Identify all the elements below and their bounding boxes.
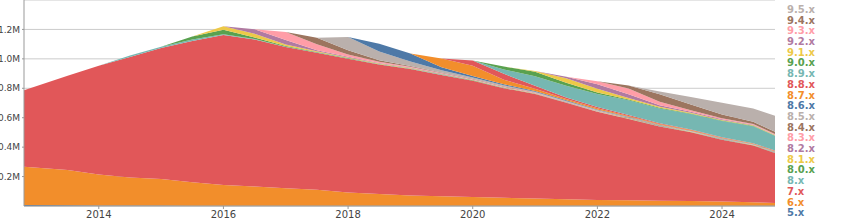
svg-text:2022: 2022 [585, 209, 610, 220]
html-text:8.7.x: 8.7.x [787, 89, 815, 101]
svg-text:2020: 2020 [460, 209, 485, 220]
html-text:9.0.x: 9.0.x [787, 57, 815, 69]
svg-text:0.4M: 0.4M [8, 142, 20, 152]
html-text:9.3.x: 9.3.x [787, 25, 815, 37]
html-text:8.2.x: 8.2.x [787, 143, 815, 155]
svg-text:0.6M: 0.6M [8, 113, 20, 123]
html-text:9.5.x: 9.5.x [787, 3, 815, 15]
html-text:7.x: 7.x [787, 185, 805, 197]
html-text:8.4.x: 8.4.x [787, 121, 815, 133]
html-text:9.4.x: 9.4.x [787, 14, 815, 26]
html-text:6.x: 6.x [787, 196, 805, 208]
svg-text:2014: 2014 [86, 209, 111, 220]
svg-text:1.0M: 1.0M [8, 54, 20, 64]
svg-text:0.8M: 0.8M [8, 83, 20, 93]
html-text:8.x: 8.x [787, 175, 805, 187]
html-text:8.9.x: 8.9.x [787, 68, 815, 80]
html-text:8.6.x: 8.6.x [787, 100, 815, 112]
svg-text:2018: 2018 [335, 209, 360, 220]
html-text:9.1.x: 9.1.x [787, 46, 815, 58]
svg-text:0.2M: 0.2M [8, 172, 20, 182]
svg-text:2016: 2016 [211, 209, 236, 220]
html-text:8.8.x: 8.8.x [787, 78, 815, 90]
html-text:5.x: 5.x [787, 207, 805, 219]
html-text:8.0.x: 8.0.x [787, 164, 815, 176]
html-text:8.5.x: 8.5.x [787, 111, 815, 122]
svg-text:2024: 2024 [709, 209, 734, 220]
html-text:8.1.x: 8.1.x [787, 153, 815, 165]
html-text:9.2.x: 9.2.x [787, 36, 815, 47]
svg-text:1.2M: 1.2M [8, 25, 20, 35]
html-text:8.3.x: 8.3.x [787, 132, 815, 144]
